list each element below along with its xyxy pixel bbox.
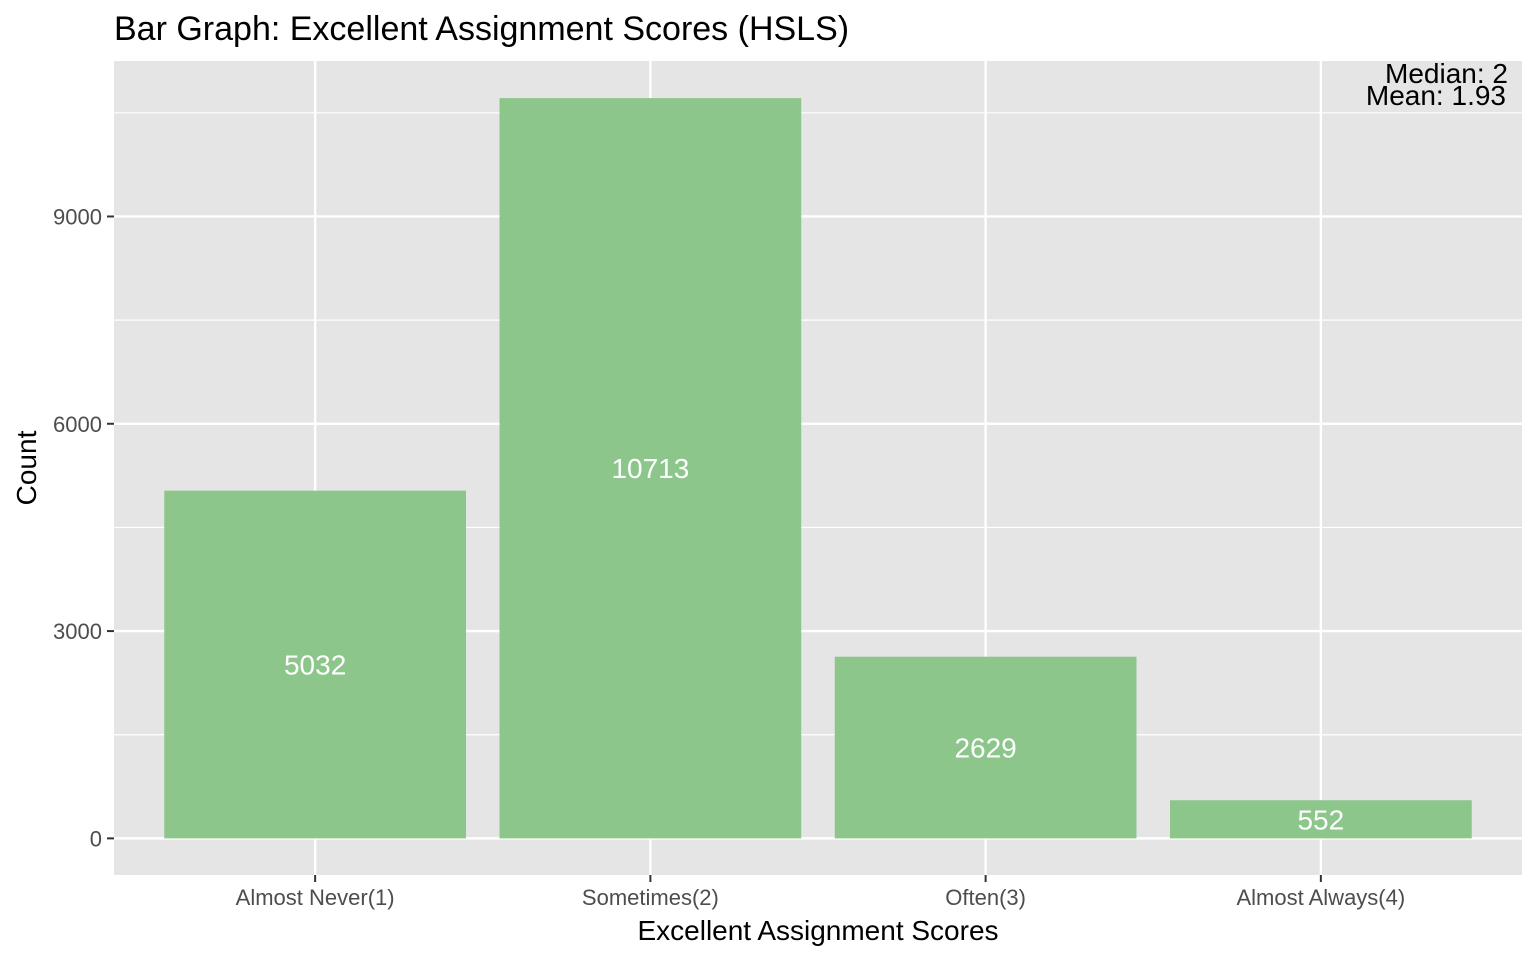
bar-value-label: 5032 [284,650,346,681]
chart-title: Bar Graph: Excellent Assignment Scores (… [114,10,849,48]
x-axis-ticks: Almost Never(1) Sometimes(2) Often(3) Almos… [236,875,1405,910]
y-axis-label: Count [11,430,42,505]
y-tick-label: 6000 [53,412,102,437]
y-tick-label: 0 [90,826,102,851]
x-tick-label: Almost Never(1) [236,885,395,910]
bar-value-label: 10713 [611,453,689,484]
bar [499,98,802,839]
y-tick-label: 9000 [53,204,102,229]
mean-annotation: Mean: 1.93 [1366,80,1506,111]
x-tick-label: Often(3) [945,885,1026,910]
bars [164,98,1472,839]
bar-value-labels: 5032 10713 2629 552 [284,453,1344,835]
bar [834,656,1137,839]
bar [164,490,467,839]
x-tick-label: Almost Always(4) [1236,885,1405,910]
bar-value-label: 552 [1297,804,1344,835]
bar-value-label: 2629 [954,733,1016,764]
x-tick-label: Sometimes(2) [582,885,719,910]
x-axis-label: Excellent Assignment Scores [637,915,998,946]
y-axis-ticks: 0 3000 6000 9000 [53,204,114,851]
y-tick-label: 3000 [53,619,102,644]
bar [1170,800,1472,839]
median-annotation: Median: 2 [1385,58,1508,89]
